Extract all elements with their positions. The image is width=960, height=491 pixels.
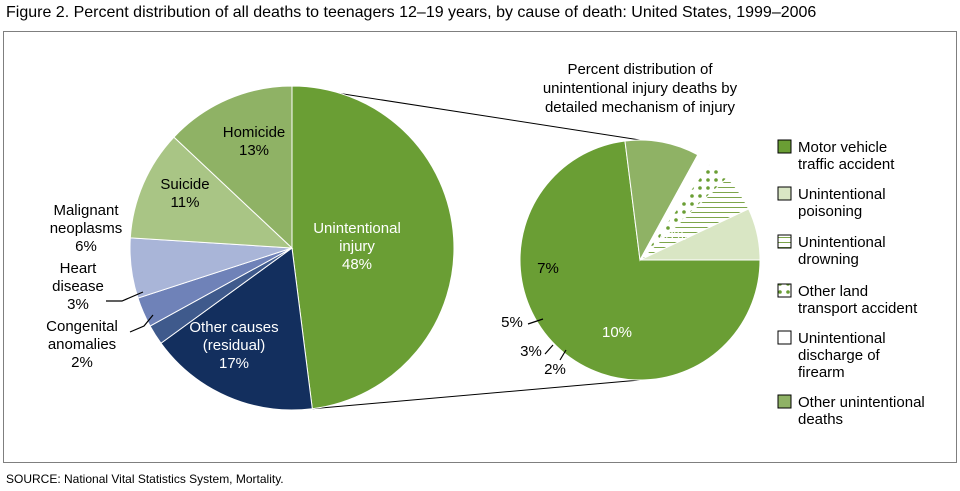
- detail-label-drowning: 5%: [501, 314, 523, 331]
- main-label-heart-line: disease: [52, 278, 104, 295]
- legend-label-otherunint-line: deaths: [798, 411, 843, 428]
- detail-pie: [519, 139, 761, 381]
- figure-title: Figure 2. Percent distribution of all de…: [6, 4, 817, 21]
- legend: Motor vehicle traffic accident Unintention…: [777, 139, 925, 428]
- detail-label-otherland: 3%: [520, 343, 542, 360]
- slice-labels: Unintentional injury 48% Other causes (resid…: [46, 61, 738, 378]
- legend-label-poison-line: Unintentional: [798, 186, 886, 203]
- legend-label-otherunint-line: Other unintentional: [798, 394, 925, 411]
- legend-label-motor: Motor vehicle traffic accident: [798, 139, 895, 173]
- legend-label-otherland-line: transport accident: [798, 300, 918, 317]
- detail-label-poison: 7%: [537, 260, 559, 277]
- main-label-unintentional-line: injury: [339, 238, 375, 255]
- detail-title: Percent distribution of unintentional inj…: [543, 61, 738, 116]
- main-label-congenital-line: anomalies: [48, 336, 116, 353]
- legend-label-otherunint: Other unintentional deaths: [798, 394, 925, 428]
- legend-label-motor-line: traffic accident: [798, 156, 895, 173]
- detail-title-line: unintentional injury deaths by: [543, 80, 738, 97]
- connector-lines: [291, 85, 641, 410]
- detail-title-line: Percent distribution of: [567, 61, 713, 78]
- legend-label-firearm-line: firearm: [798, 364, 845, 381]
- detail-label-otherunint: 10%: [602, 324, 632, 341]
- connector-bottom: [312, 379, 641, 410]
- leader-otherland: [544, 344, 554, 355]
- legend-label-poison: Unintentional poisoning: [798, 186, 886, 220]
- main-label-unintentional: Unintentional injury 48%: [313, 220, 401, 273]
- main-label-suicide-line: 11%: [171, 194, 200, 211]
- main-label-congenital-line: 2%: [71, 354, 93, 371]
- legend-swatch-otherunint: [777, 394, 792, 409]
- detail-slice-poison: [639, 208, 761, 261]
- main-slice-homicide: [173, 85, 293, 250]
- main-label-malignant-line: Malignant: [53, 202, 119, 219]
- legend-swatch-firearm: [777, 330, 792, 345]
- connector-top: [291, 85, 641, 141]
- main-slice-other: [160, 247, 313, 411]
- main-label-other-line: Other causes: [189, 319, 278, 336]
- detail-slice-otherunint: [624, 139, 699, 262]
- main-slice-suicide: [129, 136, 294, 249]
- leader-heart: [106, 291, 144, 302]
- main-label-suicide: Suicide 11%: [160, 176, 209, 211]
- source-note: SOURCE: National Vital Statistics System…: [6, 472, 284, 486]
- leader-firearm: [559, 349, 567, 361]
- detail-label-motor: 73%: [657, 227, 687, 244]
- main-label-other-line: 17%: [219, 355, 249, 372]
- legend-swatch-drowning: [777, 234, 792, 249]
- main-label-malignant-line: neoplasms: [50, 220, 123, 237]
- legend-label-drowning-line: Unintentional: [798, 234, 886, 251]
- legend-swatch-otherland: [777, 283, 792, 298]
- main-label-homicide-line: 13%: [239, 142, 269, 159]
- leader-congenital: [129, 314, 154, 333]
- main-label-homicide: Homicide 13%: [223, 124, 286, 159]
- legend-swatch-poison: [777, 186, 792, 201]
- legend-label-otherland-line: Other land: [798, 283, 868, 300]
- legend-label-poison-line: poisoning: [798, 203, 862, 220]
- main-label-homicide-line: Homicide: [223, 124, 286, 141]
- main-label-malignant: Malignant neoplasms 6%: [50, 202, 123, 255]
- chart-panel: [3, 31, 957, 463]
- main-label-heart: Heart disease 3%: [52, 260, 104, 313]
- legend-label-firearm-line: Unintentional: [798, 330, 886, 347]
- legend-label-drowning-line: drowning: [798, 251, 859, 268]
- main-label-heart-line: Heart: [60, 260, 98, 277]
- main-label-suicide-line: Suicide: [160, 176, 209, 193]
- main-label-congenital: Congenital anomalies 2%: [46, 318, 118, 371]
- main-label-malignant-line: 6%: [75, 238, 97, 255]
- main-pie: [129, 85, 455, 411]
- legend-label-firearm: Unintentional discharge of firearm: [798, 330, 886, 381]
- main-slice-unintentional: [291, 85, 455, 410]
- main-label-other: Other causes (residual) 17%: [189, 319, 278, 372]
- main-label-congenital-line: Congenital: [46, 318, 118, 335]
- main-label-unintentional-line: Unintentional: [313, 220, 401, 237]
- legend-label-otherland: Other land transport accident: [798, 283, 918, 317]
- legend-swatch-motor: [777, 139, 792, 154]
- detail-label-firearm: 2%: [544, 361, 566, 378]
- main-label-other-line: (residual): [203, 337, 266, 354]
- leader-drowning: [527, 318, 544, 325]
- main-label-unintentional-line: 48%: [342, 256, 372, 273]
- legend-label-firearm-line: discharge of: [798, 347, 881, 364]
- legend-label-drowning: Unintentional drowning: [798, 234, 886, 268]
- legend-label-motor-line: Motor vehicle: [798, 139, 887, 156]
- main-label-heart-line: 3%: [67, 296, 89, 313]
- detail-title-line: detailed mechanism of injury: [545, 99, 736, 116]
